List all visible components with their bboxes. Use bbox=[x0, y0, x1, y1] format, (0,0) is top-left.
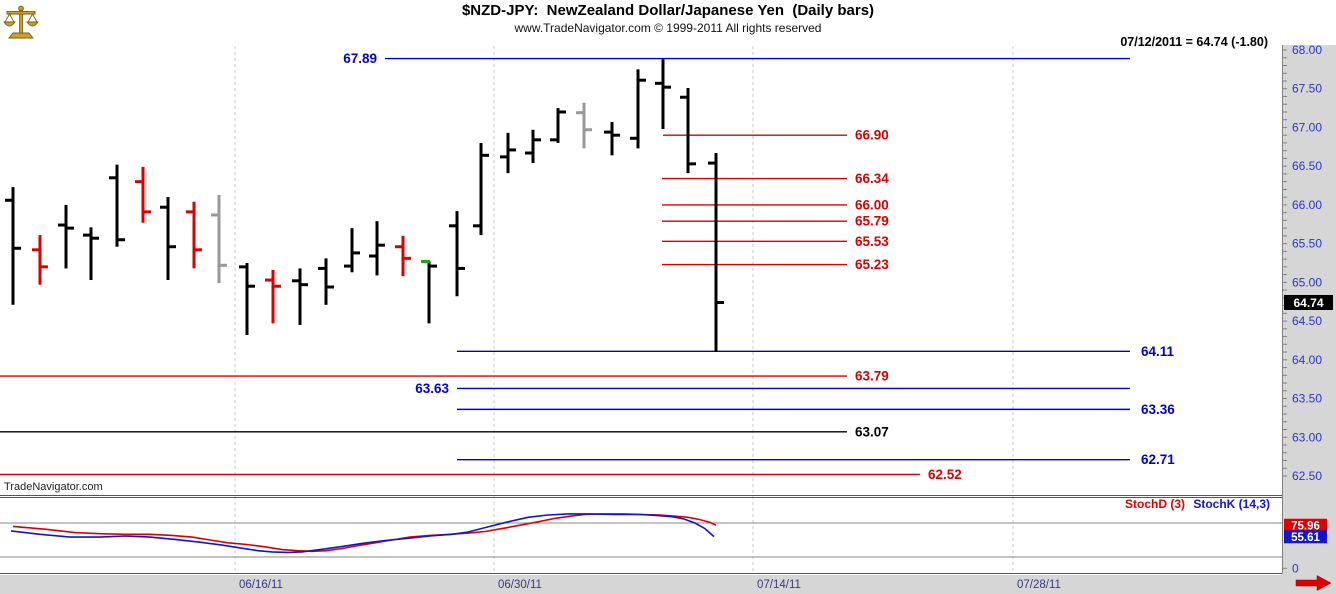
price-axis-label: 66.50 bbox=[1292, 159, 1322, 173]
price-axis-label: 68.00 bbox=[1292, 43, 1322, 57]
stochd-legend: StochD (3) bbox=[1125, 497, 1185, 511]
level-label: 63.36 bbox=[1141, 402, 1175, 417]
level-label: 67.89 bbox=[343, 51, 377, 66]
stoch-value-badge-text: 55.61 bbox=[1291, 532, 1320, 544]
level-label: 65.79 bbox=[855, 214, 889, 229]
price-axis-label: 64.00 bbox=[1292, 353, 1322, 367]
level-label: 62.71 bbox=[1141, 452, 1175, 467]
tradenavigator-logo bbox=[3, 5, 39, 39]
level-label: 62.52 bbox=[928, 467, 962, 482]
level-label: 63.07 bbox=[855, 424, 889, 439]
stoch-value-badge bbox=[1284, 530, 1327, 544]
level-label: 63.79 bbox=[855, 369, 889, 384]
scroll-right-arrow[interactable] bbox=[1295, 575, 1332, 591]
stoch-curve-stochd bbox=[12, 513, 717, 553]
stoch-curve-stochk bbox=[10, 513, 715, 554]
date-label: 06/16/11 bbox=[239, 579, 283, 591]
level-label: 65.53 bbox=[855, 234, 889, 249]
price-axis-label: 67.00 bbox=[1292, 120, 1322, 134]
price-axis-label: 65.50 bbox=[1292, 237, 1322, 251]
stoch-value-badge-text: 75.96 bbox=[1291, 520, 1320, 532]
stoch-value-badge bbox=[1284, 518, 1327, 532]
price-axis-label: 62.50 bbox=[1292, 469, 1322, 483]
level-label: 66.00 bbox=[855, 197, 889, 212]
price-axis-label: 63.50 bbox=[1292, 392, 1322, 406]
price-axis-label: 63.00 bbox=[1292, 430, 1322, 444]
date-label: 07/14/11 bbox=[757, 579, 801, 591]
stoch-zero-label: 0 bbox=[1292, 561, 1299, 575]
date-axis-strip bbox=[0, 575, 1282, 594]
watermark: TradeNavigator.com bbox=[4, 481, 103, 493]
price-axis-label: 66.00 bbox=[1292, 198, 1322, 212]
price-axis-label: 67.50 bbox=[1292, 82, 1322, 96]
date-label: 06/30/11 bbox=[498, 579, 542, 591]
price-axis-label: 64.50 bbox=[1292, 314, 1322, 328]
level-label: 63.63 bbox=[415, 381, 449, 396]
cursor-readout: 07/12/2011 = 64.74 (-1.80) bbox=[1120, 35, 1268, 49]
level-label: 65.23 bbox=[855, 257, 889, 272]
date-label: 07/28/11 bbox=[1017, 579, 1061, 591]
right-axis-strip bbox=[1282, 45, 1336, 594]
level-label: 66.34 bbox=[855, 171, 889, 186]
copyright-line: www.TradeNavigator.com © 1999-2011 All r… bbox=[514, 21, 822, 35]
stochk-legend: StochK (14,3) bbox=[1193, 497, 1270, 511]
level-label: 64.11 bbox=[1141, 344, 1175, 359]
page-title: $NZD-JPY: NewZealand Dollar/Japanese Yen… bbox=[461, 2, 875, 19]
last-price-badge-text: 64.74 bbox=[1293, 296, 1323, 310]
last-price-badge bbox=[1284, 294, 1333, 310]
price-axis-label: 65.00 bbox=[1292, 275, 1322, 289]
level-label: 66.90 bbox=[855, 128, 889, 143]
